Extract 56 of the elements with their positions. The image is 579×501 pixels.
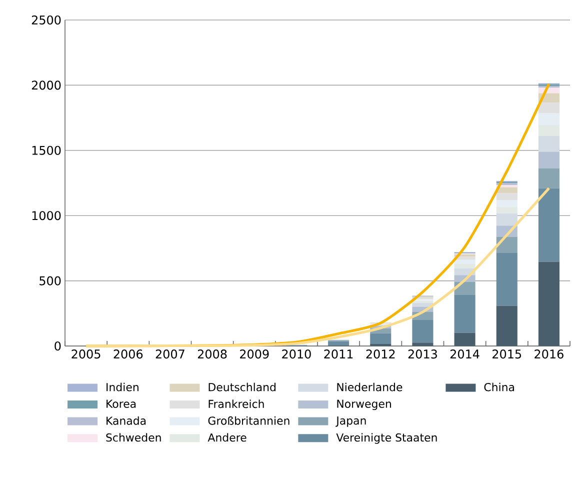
bar [496, 193, 518, 200]
bar [412, 320, 434, 343]
y-tick-label: 500 [40, 276, 61, 286]
x-tick-label: 2010 [282, 350, 311, 359]
bar [454, 260, 476, 264]
bar [538, 102, 560, 114]
x-tick-label: 2007 [156, 350, 184, 359]
x-tick-label: 2016 [534, 350, 564, 359]
bar [538, 188, 560, 262]
bar [412, 342, 434, 346]
y-tick-label: 1000 [32, 211, 61, 220]
y-tick-label: 0 [54, 341, 61, 351]
bar [538, 262, 560, 346]
bar [328, 341, 350, 346]
x-tick-label: 2014 [450, 350, 480, 359]
x-tick-label: 2015 [492, 350, 522, 359]
x-tick-label: 2011 [324, 350, 353, 359]
legend-label: Indien [106, 382, 138, 392]
y-tick-label: 2500 [32, 15, 61, 25]
legend-label: Schweden [106, 433, 161, 442]
x-tick-label: 2013 [408, 350, 437, 359]
legend-label: Korea [106, 400, 136, 408]
line-series [84, 186, 550, 348]
bar [496, 200, 518, 207]
bar [496, 213, 518, 226]
legend-label: Niederlande [337, 382, 402, 392]
bar [496, 252, 518, 306]
legend-label: Japan [336, 416, 366, 427]
bar [454, 295, 476, 333]
bar [370, 333, 392, 344]
y-tick-label: 1500 [32, 146, 61, 155]
bar [496, 206, 518, 214]
bar [412, 302, 434, 307]
legend-label: Vereinigte Staaten [336, 433, 437, 444]
bar [538, 152, 560, 168]
x-tick-label: 2005 [72, 350, 100, 359]
bar [496, 187, 518, 194]
legend-label: Frankreich [208, 400, 264, 408]
bar [454, 332, 476, 346]
x-tick-label: 2008 [198, 350, 227, 359]
x-tick-label: 2009 [240, 350, 269, 359]
legend-label: Kanada [106, 416, 146, 425]
legend-label: Andere [208, 433, 246, 442]
bar [538, 136, 560, 152]
legend-label: Großbritannien [208, 416, 290, 425]
bar [538, 124, 560, 136]
bar [496, 306, 518, 346]
bar [538, 113, 560, 125]
x-tick-label: 2006 [114, 350, 143, 359]
x-tick-label: 2012 [366, 350, 395, 359]
bar [538, 168, 560, 188]
y-tick-label: 2000 [32, 80, 61, 90]
legend-label: Norwegen [337, 400, 391, 410]
legend-label: Deutschland [208, 382, 276, 392]
legend-label: China [484, 382, 514, 392]
bar [454, 264, 476, 268]
